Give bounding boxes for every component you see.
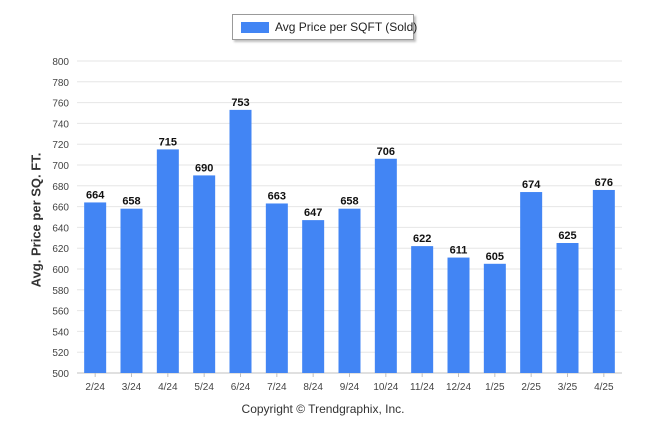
y-tick-label: 680 [52, 182, 69, 193]
bar [84, 202, 107, 373]
y-tick-label: 800 [52, 57, 69, 68]
y-tick-label: 560 [52, 307, 69, 318]
x-tick-label: 8/24 [303, 382, 323, 393]
y-tick-label: 700 [52, 161, 69, 172]
data-label: 611 [450, 245, 468, 257]
x-tick-label: 2/24 [85, 382, 105, 393]
bar [483, 263, 506, 373]
x-tick-label: 3/24 [122, 382, 142, 393]
x-tick-label: 4/25 [594, 382, 614, 393]
y-tick-label: 540 [52, 327, 69, 338]
y-tick-label: 500 [52, 369, 69, 380]
data-label: 706 [377, 146, 395, 158]
bar [411, 246, 434, 373]
bar [447, 257, 470, 373]
data-label: 605 [486, 251, 504, 263]
y-tick-label: 580 [52, 286, 69, 297]
data-label: 658 [340, 196, 358, 208]
y-tick-label: 760 [52, 99, 69, 110]
data-label: 690 [195, 162, 213, 174]
x-tick-label: 2/25 [521, 382, 541, 393]
data-label: 715 [159, 136, 177, 148]
bar [302, 220, 325, 373]
y-tick-label: 620 [52, 244, 69, 255]
data-label: 664 [86, 189, 105, 201]
data-label: 625 [558, 230, 576, 242]
legend[interactable]: Avg Price per SQFT (Sold) [232, 14, 418, 40]
bar [156, 149, 179, 373]
bar [265, 203, 288, 373]
x-tick-label: 6/24 [231, 382, 251, 393]
x-tick-label: 11/24 [410, 382, 435, 393]
x-tick-label: 1/25 [485, 382, 505, 393]
x-tick-label: 3/25 [558, 382, 578, 393]
data-label: 753 [231, 97, 249, 109]
y-tick-label: 640 [52, 223, 69, 234]
bar [556, 243, 579, 373]
x-tick-label: 12/24 [446, 382, 471, 393]
x-tick-label: 10/24 [373, 382, 398, 393]
y-tick-label: 660 [52, 203, 69, 214]
x-tick-label: 4/24 [158, 382, 178, 393]
bar [338, 208, 361, 373]
bar [229, 109, 252, 373]
copyright-text: Copyright © Trendgraphix, Inc. [241, 402, 405, 416]
y-tick-label: 740 [52, 119, 69, 130]
y-tick-label: 780 [52, 78, 69, 89]
y-axis-label: Avg. Price per SQ. FT. [28, 152, 44, 288]
legend-swatch [241, 22, 269, 33]
bar [520, 192, 543, 373]
bars: 664 658 715 690 753 663 647 658 706 622 611 605 674 6… [84, 97, 615, 373]
bar [592, 189, 615, 373]
bar [374, 158, 397, 373]
bar [120, 208, 143, 373]
y-tick-label: 520 [52, 348, 69, 359]
x-tick-label: 5/24 [194, 382, 214, 393]
y-tick-label: 720 [52, 140, 69, 151]
data-label: 674 [522, 179, 541, 191]
data-label: 622 [413, 233, 431, 245]
y-tick-label: 600 [52, 265, 69, 276]
bar [193, 175, 216, 373]
data-label: 647 [304, 207, 322, 219]
x-tick-label: 7/24 [267, 382, 287, 393]
x-axis-ticks: 2/24 3/24 4/24 5/24 6/24 7/24 8/24 9/24 10/24 11/… [85, 373, 614, 393]
data-label: 676 [595, 177, 613, 189]
y-axis-ticks: 500 520 540 560 580 600 620 640 660 680 700 720 740 7… [52, 57, 69, 380]
legend-label: Avg Price per SQFT (Sold) [275, 20, 418, 34]
data-label: 663 [268, 190, 286, 202]
x-tick-label: 9/24 [340, 382, 360, 393]
data-label: 658 [122, 196, 140, 208]
